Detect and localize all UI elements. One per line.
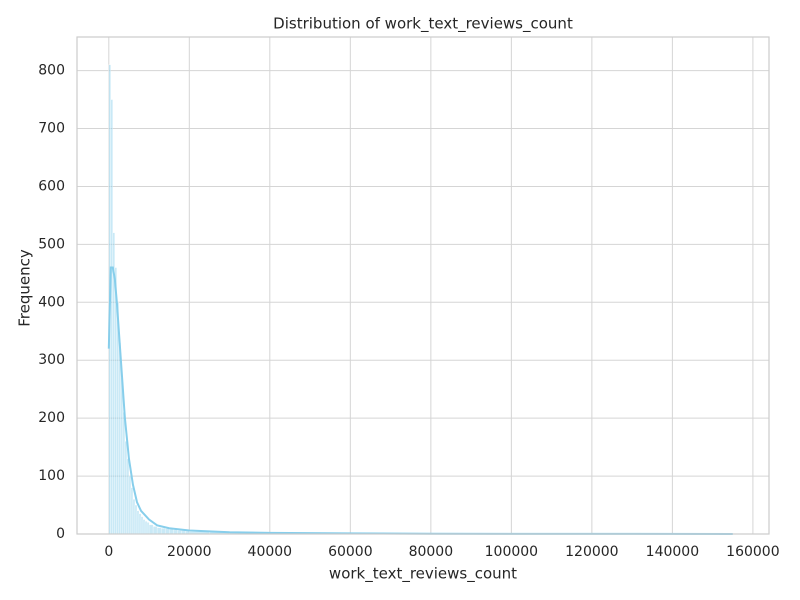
- bar: [126, 458, 130, 535]
- y-tick-label: 800: [38, 63, 65, 79]
- x-tick-label: 40000: [248, 544, 293, 560]
- x-tick-label: 0: [104, 544, 113, 560]
- bar: [146, 522, 150, 535]
- y-tick-label: 500: [38, 236, 65, 252]
- x-tick-label: 160000: [726, 544, 779, 560]
- bar: [165, 528, 170, 535]
- bar: [169, 529, 174, 535]
- x-tick-label: 60000: [328, 544, 373, 560]
- bar: [142, 519, 146, 535]
- x-tick-label: 20000: [167, 544, 212, 560]
- y-tick-label: 0: [56, 526, 65, 542]
- bar: [132, 499, 136, 535]
- y-tick-label: 100: [38, 468, 65, 484]
- y-tick-label: 700: [38, 121, 65, 137]
- bar: [120, 377, 124, 535]
- bar: [134, 504, 138, 535]
- bar: [138, 513, 142, 535]
- y-tick-label: 400: [38, 294, 65, 310]
- bar: [140, 516, 144, 535]
- x-tick-label: 140000: [646, 544, 699, 560]
- bar: [124, 441, 128, 535]
- bar: [110, 99, 113, 535]
- bar: [156, 527, 162, 535]
- kde-line: [107, 266, 733, 535]
- y-tick-label: 200: [38, 410, 65, 426]
- plot-frame: [76, 36, 770, 535]
- bar: [173, 529, 178, 535]
- bar: [160, 528, 166, 535]
- bar: [122, 412, 126, 535]
- bar: [148, 524, 154, 535]
- bar: [152, 526, 158, 535]
- x-tick-label: 120000: [565, 544, 618, 560]
- x-tick-label: 80000: [409, 544, 454, 560]
- y-axis-label: Frequency: [16, 249, 34, 327]
- bar: [144, 521, 148, 535]
- bar: [118, 342, 122, 535]
- y-tick-label: 600: [38, 178, 65, 194]
- x-axis-label: work_text_reviews_count: [329, 565, 517, 584]
- bar: [130, 487, 134, 535]
- bar: [136, 510, 140, 535]
- chart-title: Distribution of work_text_reviews_count: [273, 15, 573, 34]
- bar: [128, 475, 132, 535]
- y-tick-label: 300: [38, 352, 65, 368]
- x-tick-label: 100000: [485, 544, 538, 560]
